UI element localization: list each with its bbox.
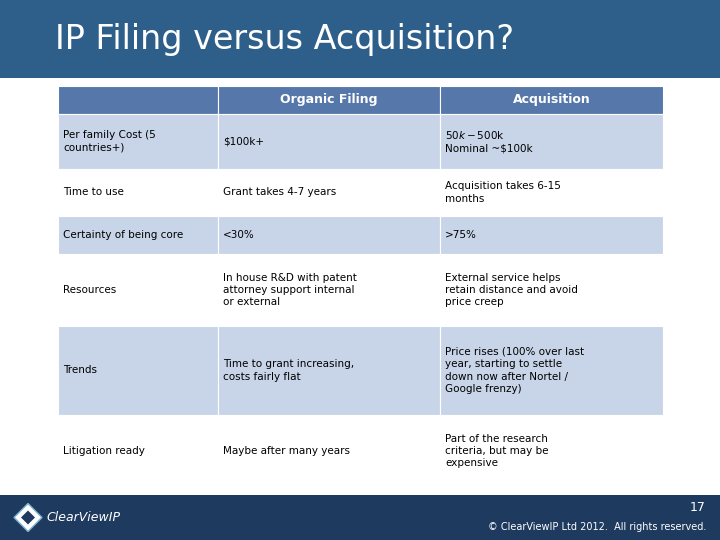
Text: Acquisition takes 6-15
months: Acquisition takes 6-15 months [446,181,561,204]
Text: IP Filing versus Acquisition?: IP Filing versus Acquisition? [55,23,514,56]
Bar [0,0,720,78]
Bar [58,114,218,169]
Text: In house R&D with patent
attorney support internal
or external: In house R&D with patent attorney suppor… [223,273,357,307]
Text: $100k+: $100k+ [223,137,264,146]
Text: Part of the research
criteria, but may be
expensive: Part of the research criteria, but may b… [446,434,549,468]
Text: Time to use: Time to use [63,187,124,198]
Text: $50k-$500k
Nominal ~$100k: $50k-$500k Nominal ~$100k [446,130,533,154]
Bar [218,326,441,415]
Bar [441,114,662,169]
Polygon shape [14,503,42,531]
Bar [58,215,218,254]
Text: Litigation ready: Litigation ready [63,446,145,456]
Text: 17: 17 [690,501,706,514]
Bar [58,415,218,487]
Bar [218,415,441,487]
Text: ClearViewIP: ClearViewIP [46,511,120,524]
Text: Certainty of being core: Certainty of being core [63,230,184,240]
Bar [58,326,218,415]
Bar [441,254,662,326]
Text: Per family Cost (5
countries+): Per family Cost (5 countries+) [63,130,156,153]
Text: >75%: >75% [446,230,477,240]
Bar [58,169,218,215]
Bar [218,169,441,215]
Polygon shape [20,510,36,525]
Bar [0,78,720,495]
Bar [441,169,662,215]
Bar [441,86,662,114]
Text: © ClearViewIP Ltd 2012.  All rights reserved.: © ClearViewIP Ltd 2012. All rights reser… [487,522,706,532]
Text: External service helps
retain distance and avoid
price creep: External service helps retain distance a… [446,273,578,307]
Bar [218,215,441,254]
Text: Time to grant increasing,
costs fairly flat: Time to grant increasing, costs fairly f… [223,359,354,382]
Bar [218,86,441,114]
Bar [0,495,720,540]
Text: Acquisition: Acquisition [513,93,590,106]
Bar [58,86,218,114]
Bar [218,254,441,326]
Bar [58,254,218,326]
Bar [218,114,441,169]
Text: Maybe after many years: Maybe after many years [223,446,350,456]
Bar [441,415,662,487]
Text: <30%: <30% [223,230,255,240]
Bar [441,326,662,415]
Text: Resources: Resources [63,285,116,295]
Text: Organic Filing: Organic Filing [281,93,378,106]
Bar [441,215,662,254]
Text: Grant takes 4-7 years: Grant takes 4-7 years [223,187,336,198]
Text: Trends: Trends [63,366,97,375]
Text: Price rises (100% over last
year, starting to settle
down now after Nortel /
Goo: Price rises (100% over last year, starti… [446,347,585,394]
